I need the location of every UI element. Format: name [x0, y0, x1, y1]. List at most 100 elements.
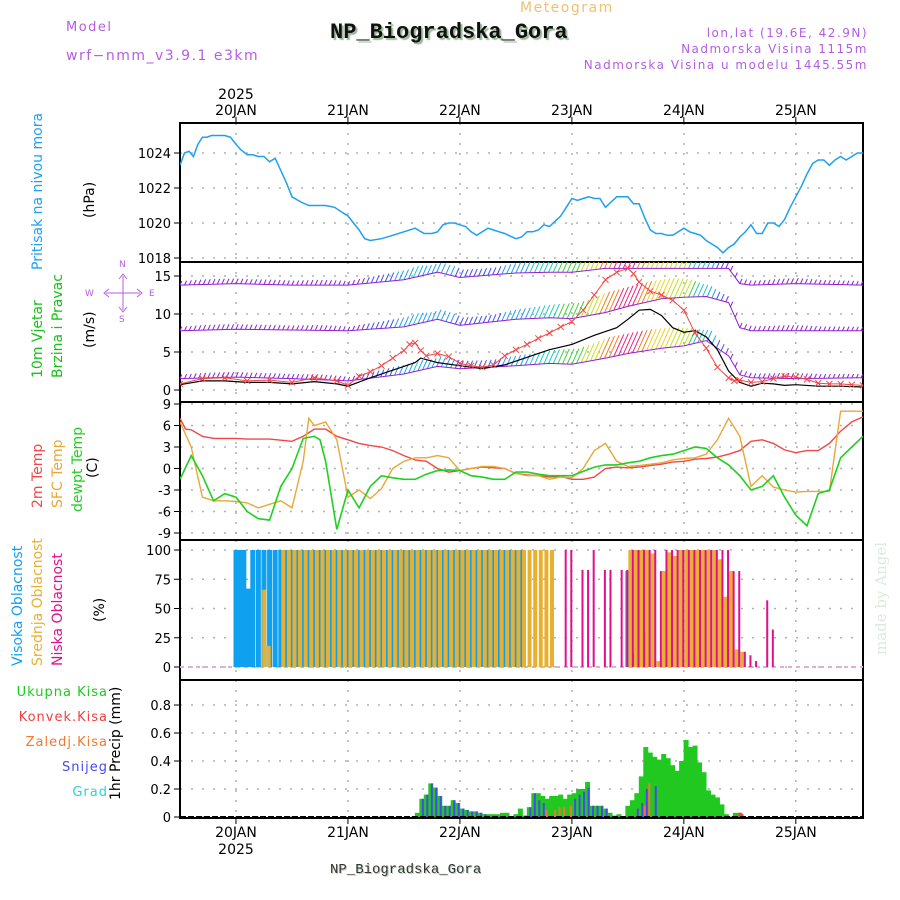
- wind-speed-marker: [630, 270, 637, 278]
- panel-0: 1018 1020 1022 1024: [138, 122, 864, 267]
- cloud-series-2: [564, 550, 774, 667]
- wind-barb: [842, 373, 845, 379]
- wind-speed-marker: [624, 265, 632, 272]
- wind-speed-marker: [691, 329, 699, 337]
- precip-bar: [533, 793, 536, 817]
- precip-bar: [719, 804, 725, 817]
- precip-bar: [563, 807, 566, 817]
- wind-barb: [618, 333, 629, 356]
- wind-barb: [636, 282, 648, 305]
- wind-barb: [263, 324, 267, 330]
- cloud-bar: [339, 550, 345, 667]
- cloud-bar: [370, 550, 375, 667]
- wind-barb: [767, 279, 771, 285]
- cloud-bar: [479, 550, 485, 667]
- precip-bar: [616, 814, 622, 817]
- cloud-bar: [494, 550, 499, 667]
- wind-barb: [394, 271, 400, 281]
- cloud-bar: [466, 550, 471, 667]
- cloud-bar: [699, 550, 702, 667]
- cloud-bar: [491, 550, 497, 667]
- compass-arrows-icon: [103, 273, 143, 313]
- wind-barb: [408, 267, 415, 279]
- wind-barb: [440, 263, 447, 274]
- wind-barb: [282, 280, 286, 286]
- x-tick-label-top: 21JAN: [327, 103, 369, 119]
- wind-barb: [632, 330, 643, 353]
- wind-speed-marker: [445, 353, 453, 360]
- wind-barb: [417, 359, 424, 372]
- wind-barb: [842, 280, 845, 285]
- wind-barb: [641, 329, 653, 352]
- wind-barb: [856, 326, 859, 331]
- cloud-bar: [499, 550, 504, 667]
- wind-speed-marker: [378, 362, 385, 370]
- cloud-bar: [637, 550, 640, 667]
- wind-barb: [263, 372, 267, 379]
- wind-barb: [571, 262, 578, 273]
- cloud-bar: [281, 550, 286, 667]
- wind-barb: [431, 310, 437, 321]
- wind-speed-marker: [792, 373, 800, 381]
- panel-frame: [179, 401, 864, 541]
- wind-barb: [333, 375, 337, 381]
- wind-barb: [440, 310, 447, 321]
- precip-bar: [544, 798, 550, 817]
- wind-barb: [207, 324, 211, 331]
- wind-barb: [557, 349, 565, 364]
- wind-barb: [585, 297, 595, 317]
- precip-bar: [466, 810, 469, 817]
- precip-bar: [600, 805, 603, 817]
- cloud-bar: [723, 596, 728, 667]
- precip-bar: [643, 747, 649, 817]
- wind-barb: [552, 303, 560, 319]
- wind-barb: [230, 278, 235, 284]
- cloud-bar: [326, 550, 331, 667]
- cloud-bar: [314, 550, 319, 667]
- wind-barb: [515, 308, 522, 320]
- wind-barb: [734, 361, 738, 368]
- wind-barb: [431, 263, 437, 274]
- precip-bar: [714, 797, 720, 817]
- precip-bar: [574, 798, 577, 817]
- x-tick-label-bottom: 24JAN: [663, 825, 705, 841]
- cloud-bar: [241, 550, 247, 667]
- wind-barb: [697, 329, 705, 343]
- cloud-bar: [513, 550, 519, 667]
- cloud-bar: [272, 550, 278, 667]
- cloud-bar: [426, 550, 431, 667]
- wind-barb: [258, 279, 262, 285]
- precip-bar: [457, 803, 460, 817]
- wind-barb: [851, 373, 855, 379]
- precip-bar: [705, 790, 711, 817]
- wind-barb: [814, 326, 817, 331]
- y-tick-label: 0.2: [150, 783, 171, 798]
- cloud-bar: [656, 661, 661, 667]
- year-label-bottom: 2025: [218, 842, 254, 858]
- wind-barb: [207, 279, 211, 285]
- wind-barb: [580, 344, 590, 363]
- wind-barb: [632, 283, 643, 306]
- wind-barb: [226, 371, 230, 378]
- wind-barb: [739, 278, 743, 284]
- wind-barb: [823, 326, 827, 331]
- precip-bar: [517, 808, 523, 817]
- wind-barb: [235, 371, 239, 378]
- wind-barb: [664, 278, 675, 299]
- wind-barb: [380, 320, 385, 329]
- wind-speed-marker: [736, 376, 744, 384]
- wind-barb: [300, 374, 304, 380]
- cloud-bar: [592, 550, 595, 667]
- wind-barb: [375, 321, 380, 330]
- wind-barb: [510, 263, 517, 274]
- wind-barb: [352, 279, 356, 285]
- wind-barb: [678, 278, 688, 298]
- cloud-bar: [519, 550, 524, 667]
- y-tick-label: -3: [158, 484, 171, 499]
- wind-barb: [748, 372, 752, 378]
- wind-barb: [394, 365, 400, 376]
- precip-bar: [475, 811, 478, 817]
- wind-barb: [422, 359, 428, 371]
- cloud-bar: [727, 550, 730, 667]
- wind-barb: [235, 324, 239, 330]
